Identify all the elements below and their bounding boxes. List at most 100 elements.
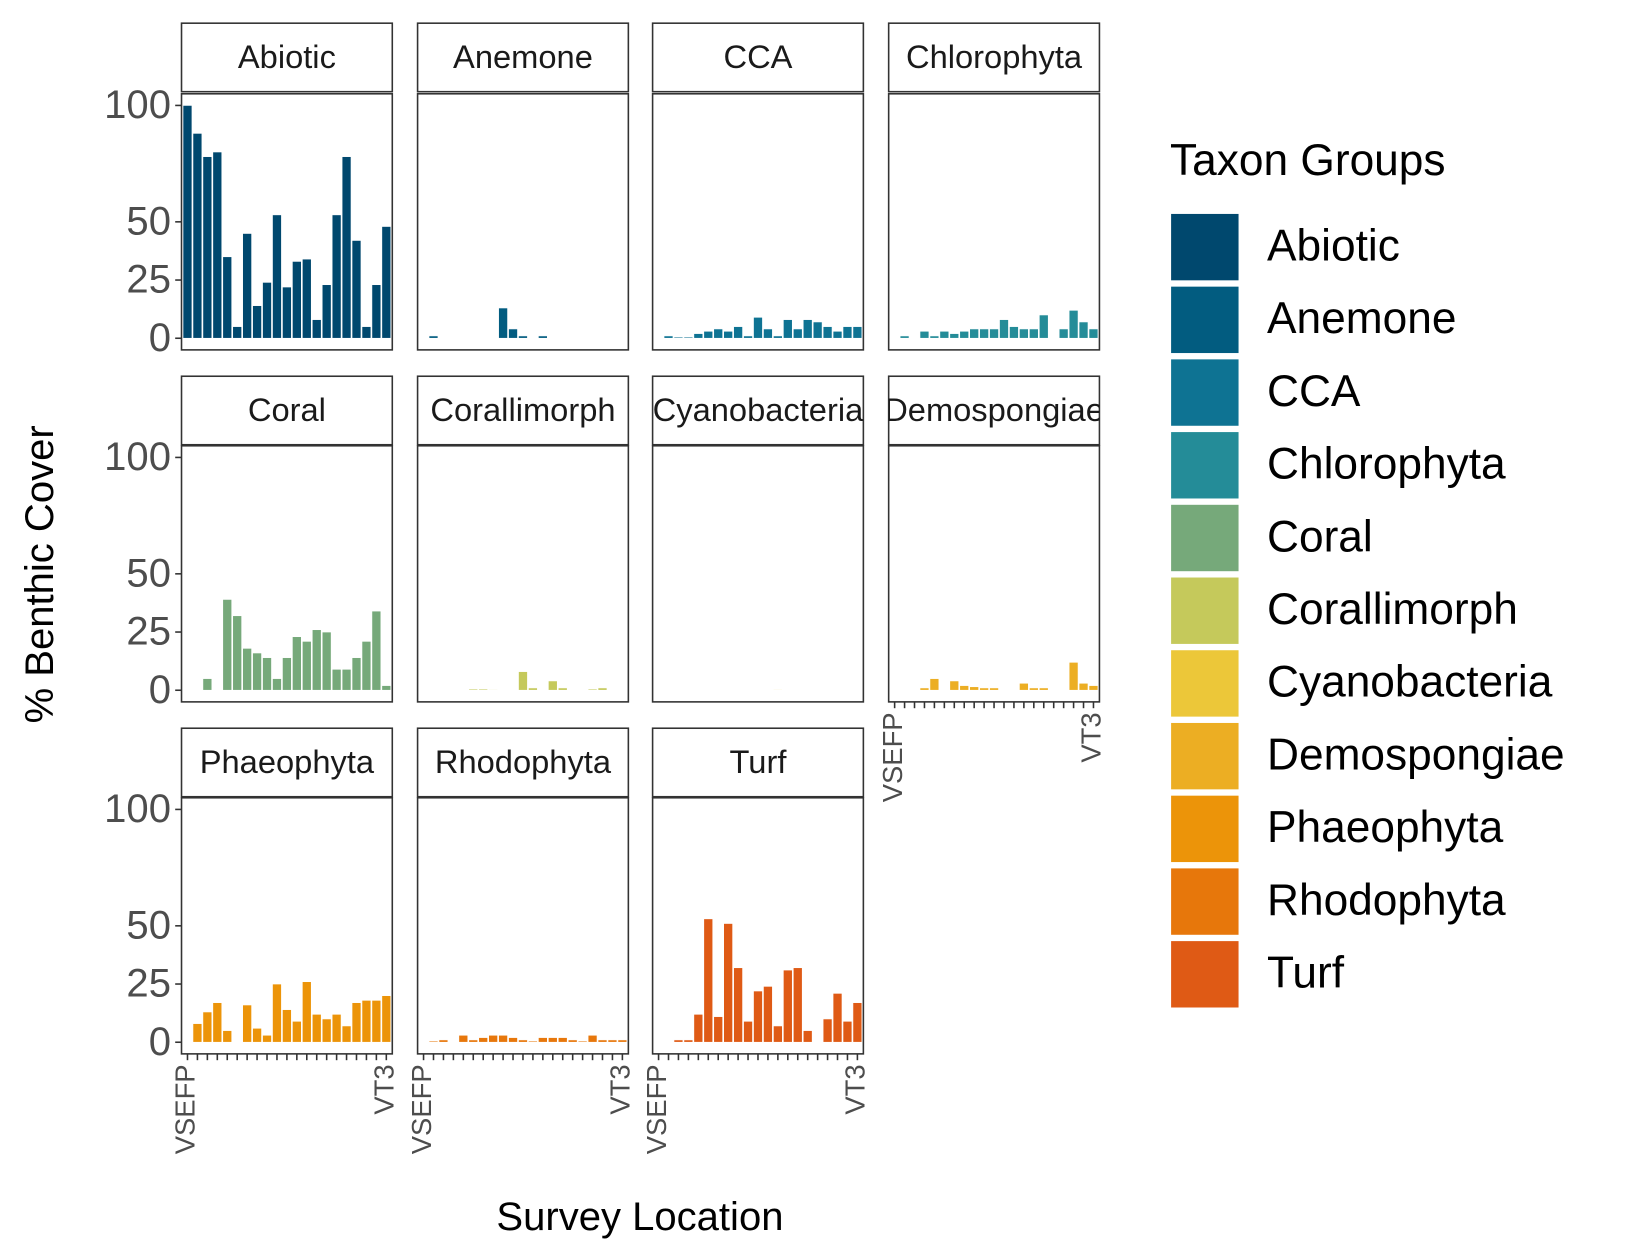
bar [341, 1025, 352, 1043]
legend-label: Rhodophyta [1267, 876, 1506, 925]
facet-label: Anemone [453, 38, 593, 75]
bar [488, 1034, 498, 1043]
bar [262, 282, 272, 339]
y-tick-label: 100 [104, 435, 171, 479]
bar [438, 1039, 449, 1043]
bar [311, 1013, 322, 1043]
bar [232, 326, 242, 339]
bar [272, 983, 282, 1043]
bar [773, 335, 783, 339]
bar [1088, 328, 1099, 339]
bar [783, 969, 793, 1043]
legend-swatch [1171, 868, 1239, 935]
facet-label: Turf [730, 743, 788, 780]
bar [763, 986, 773, 1043]
y-tick-label: 0 [149, 316, 171, 360]
legend-swatch [1171, 432, 1239, 499]
bar [1038, 314, 1049, 339]
bar [202, 156, 213, 339]
y-tick-label: 100 [104, 787, 171, 831]
x-axis-title: Survey Location [496, 1195, 783, 1239]
bar [753, 316, 763, 339]
bar [597, 687, 608, 691]
facet-strip [180, 22, 394, 93]
panel-border [416, 93, 630, 351]
legend-label: Turf [1267, 949, 1345, 998]
facet-label: Corallimorph [430, 391, 615, 428]
legend-label: Coral [1267, 512, 1373, 561]
legend-swatch [1171, 213, 1239, 281]
bar [1058, 328, 1069, 339]
bar [192, 133, 203, 339]
panel [417, 445, 629, 702]
bar [1068, 661, 1079, 691]
legend-swatch [1171, 577, 1239, 644]
bar [1029, 328, 1039, 339]
bar [1078, 682, 1089, 691]
facet-strip [651, 727, 865, 798]
bar [989, 328, 999, 339]
y-axis-title: % Benthic Cover [18, 425, 62, 723]
bar [428, 335, 439, 339]
bar [361, 326, 372, 339]
bar [478, 1037, 488, 1043]
bar [1019, 328, 1029, 339]
bar [498, 307, 508, 339]
bar [311, 629, 322, 691]
facet-strip [416, 375, 630, 446]
bar [723, 330, 733, 339]
bar [202, 678, 213, 691]
panel [417, 93, 629, 350]
panel-border [651, 444, 865, 703]
legend-label: CCA [1267, 367, 1361, 416]
legend-label: Chlorophyta [1267, 440, 1506, 489]
bar [508, 1037, 518, 1043]
bar [783, 319, 793, 339]
bar [1078, 321, 1089, 339]
facet-label: Phaeophyta [200, 743, 375, 780]
bar [683, 1039, 694, 1043]
bar [1088, 685, 1099, 691]
bar [222, 256, 233, 339]
legend-swatch [1171, 941, 1239, 1008]
facet-strip [651, 22, 865, 93]
bar [292, 636, 302, 691]
bar [371, 610, 382, 691]
bar [548, 1037, 558, 1043]
bar [673, 1039, 684, 1043]
bar [272, 678, 282, 691]
bar [508, 328, 518, 339]
bar [1038, 687, 1049, 691]
legend-swatch [1171, 504, 1239, 572]
bar [1068, 309, 1079, 339]
facet-label: Demospongiae [884, 391, 1104, 428]
bar [733, 967, 743, 1043]
bar [802, 319, 813, 339]
bar [557, 1037, 568, 1043]
bar [1029, 687, 1039, 691]
bar [607, 1039, 618, 1043]
bar [331, 214, 342, 339]
bar [683, 336, 694, 339]
bar [538, 1037, 548, 1043]
bar [587, 1034, 598, 1043]
bar [428, 1040, 439, 1043]
bar [301, 258, 312, 339]
facet-strip [416, 22, 630, 93]
panel [652, 93, 864, 350]
bar [919, 687, 930, 691]
bar [617, 1039, 628, 1043]
facet-label: Abiotic [238, 38, 336, 75]
bar [321, 631, 332, 691]
y-tick-label: 0 [149, 1020, 171, 1064]
bar [351, 1002, 362, 1043]
legend-title: Taxon Groups [1170, 136, 1445, 185]
bar [282, 1009, 292, 1043]
bar [351, 240, 362, 339]
facet-strip [887, 375, 1101, 446]
bar [577, 1040, 588, 1043]
bar [1019, 682, 1029, 691]
bar [969, 328, 979, 339]
bar [832, 330, 843, 339]
x-tick-label: VT3 [1076, 712, 1107, 762]
